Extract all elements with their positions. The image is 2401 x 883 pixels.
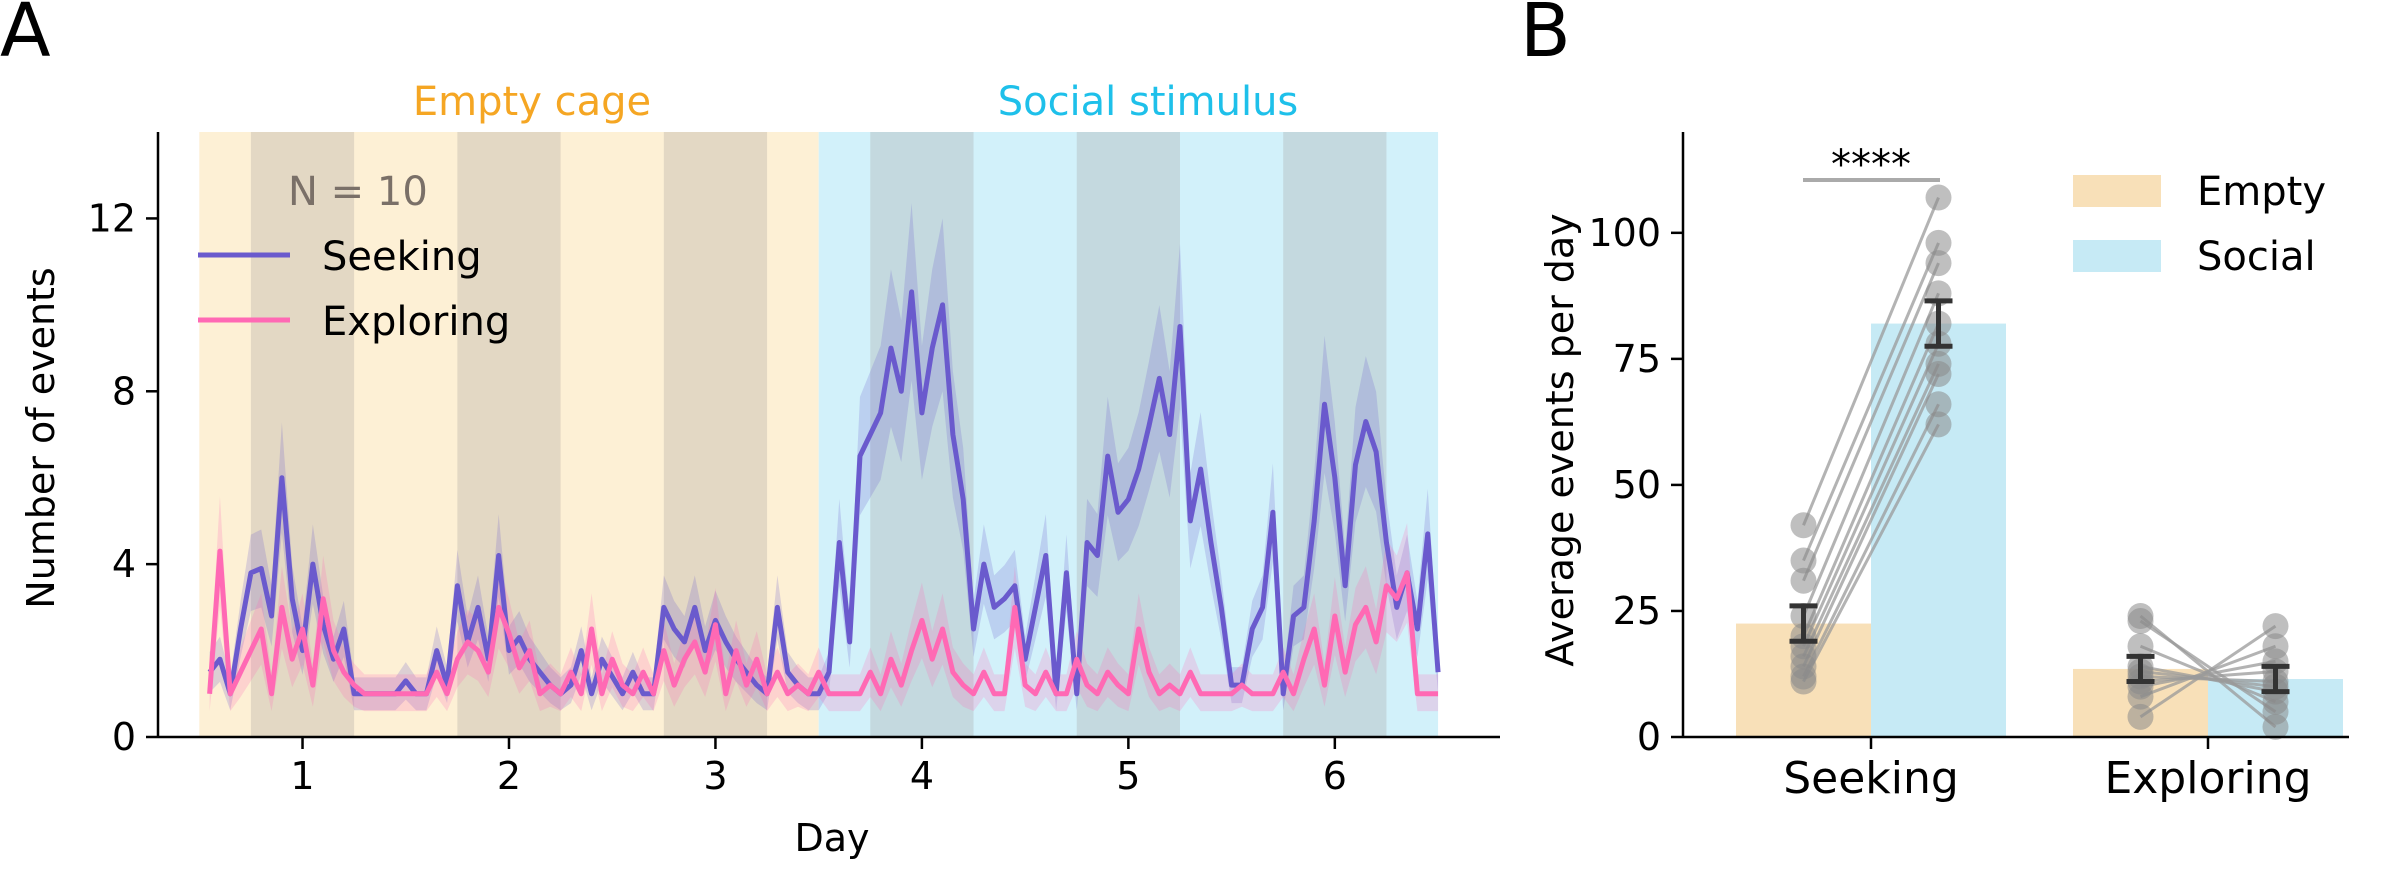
legend-label-empty: Empty — [2197, 169, 2326, 215]
x-tick-label-5: 5 — [1116, 754, 1140, 798]
point-exploring-empty-8 — [2127, 633, 2154, 660]
panel-letter-a: A — [0, 0, 51, 74]
dark-phase-shade-4 — [870, 132, 974, 737]
legend-swatch-social — [2073, 240, 2161, 272]
pair-line-seeking-5 — [1802, 343, 1940, 647]
y-tick-label-b-25: 25 — [1613, 589, 1661, 633]
pair-line-exploring-7 — [2140, 664, 2276, 694]
ticks: 0 25 50 75 100 Seeking Exploring — [1588, 211, 2311, 804]
dark-phase-shade-5 — [1076, 132, 1180, 737]
point-seeking-social-8 — [1925, 250, 1952, 277]
period-label-empty-cage: Empty cage — [413, 79, 651, 125]
period-label-social-stimulus: Social stimulus — [998, 79, 1299, 125]
pair-line-exploring-8 — [2139, 644, 2277, 704]
y-tick-label-8: 8 — [112, 369, 136, 413]
point-exploring-empty-1 — [2127, 703, 2154, 730]
n-label: N = 10 — [288, 169, 428, 215]
x-tick-label-b-seeking: Seeking — [1783, 753, 1959, 804]
x-tick-label-2: 2 — [497, 754, 521, 798]
y-tick-label-12: 12 — [88, 196, 136, 240]
y-tick-label-0: 0 — [112, 715, 136, 759]
legend-label-exploring: Exploring — [322, 299, 510, 345]
pair-line-seeking-8 — [1802, 262, 1940, 582]
series-line-exploring — [207, 548, 1439, 697]
point-seeking-empty-8 — [1790, 567, 1817, 594]
point-seeking-social-2 — [1925, 391, 1952, 418]
pair-line-seeking-2 — [1802, 403, 1940, 678]
x-tick-label-1: 1 — [290, 754, 314, 798]
legend-label-seeking: Seeking — [322, 234, 482, 280]
y-tick-label-4: 4 — [112, 542, 136, 586]
pair-line-seeking-4 — [1802, 363, 1940, 657]
legend-label-social: Social — [2197, 234, 2316, 280]
axes — [156, 132, 1500, 739]
significance-label: **** — [1831, 142, 1911, 188]
pair-line-seeking-1 — [1802, 423, 1940, 683]
y-axis-label: Number of events — [19, 267, 63, 608]
x-axis-label: Day — [794, 816, 869, 860]
error-bars — [1789, 298, 2290, 695]
x-tick-label-6: 6 — [1323, 754, 1347, 798]
point-seeking-empty-10 — [1790, 512, 1817, 539]
point-seeking-empty-9 — [1790, 547, 1817, 574]
x-tick-label-3: 3 — [703, 754, 727, 798]
y-axis-label-b: Average events per day — [1538, 213, 1582, 666]
panel-letter-b: B — [1520, 0, 1571, 74]
pair-line-seeking-7 — [1802, 292, 1940, 617]
point-seeking-social-1 — [1925, 411, 1952, 438]
pair-line-seeking-10 — [1802, 196, 1940, 526]
pair-line-exploring-4 — [2140, 669, 2276, 684]
point-seeking-social-9 — [1925, 229, 1952, 256]
point-exploring-social-10 — [2262, 713, 2289, 740]
x-tick-label-b-exploring: Exploring — [2104, 753, 2311, 804]
y-tick-label-b-75: 75 — [1613, 337, 1661, 381]
pair-line-seeking-6 — [1802, 322, 1940, 637]
pair-line-seeking-3 — [1802, 373, 1940, 668]
pair-line-seeking-9 — [1802, 242, 1940, 562]
pair-line-exploring-10 — [2139, 614, 2277, 729]
legend-swatch-empty — [2073, 175, 2161, 207]
y-tick-label-b-0: 0 — [1637, 715, 1661, 759]
social-period-shade — [818, 132, 1439, 737]
y-tick-label-b-50: 50 — [1613, 463, 1661, 507]
series-lines — [207, 289, 1441, 697]
point-seeking-social-4 — [1925, 350, 1952, 377]
point-exploring-social-1 — [2262, 613, 2289, 640]
x-tick-label-4: 4 — [910, 754, 934, 798]
panel-b-chart: 0 25 50 75 100 Seeking Exploring Average event… — [1538, 132, 2349, 804]
point-exploring-empty-10 — [2127, 603, 2154, 629]
y-tick-label-b-100: 100 — [1588, 211, 1661, 255]
bars — [1736, 323, 2343, 737]
point-seeking-social-10 — [1925, 184, 1952, 211]
